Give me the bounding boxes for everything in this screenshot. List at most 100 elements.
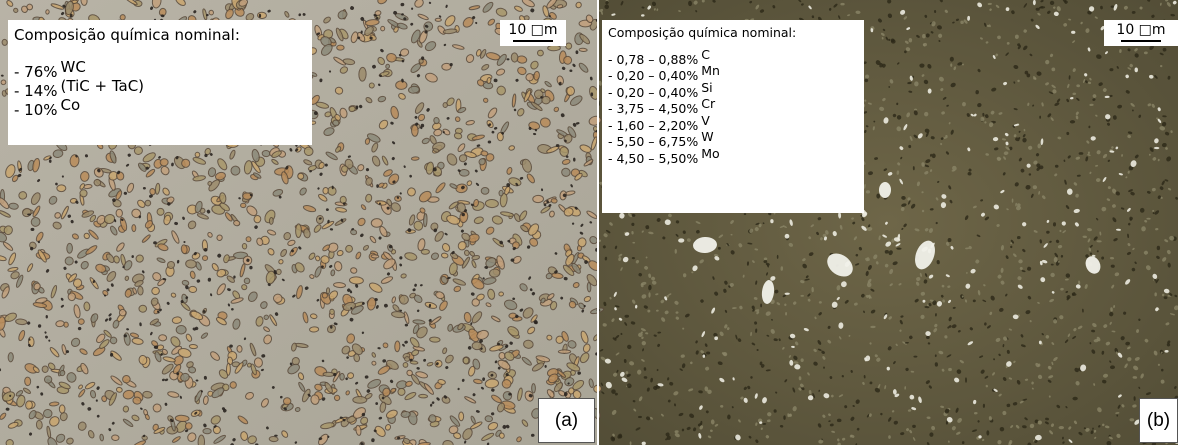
grain [485, 199, 498, 208]
grain [65, 257, 74, 266]
grain [240, 203, 246, 208]
grain [9, 203, 19, 210]
element: Si [701, 80, 712, 95]
grain [488, 140, 491, 143]
amount: - 14% [14, 82, 58, 100]
grain [295, 224, 301, 238]
grain [159, 335, 167, 341]
grain [283, 398, 291, 405]
grain [25, 401, 32, 410]
grain [334, 395, 340, 401]
grain [837, 419, 842, 423]
grain [25, 377, 31, 386]
grain [49, 402, 59, 407]
grain [1132, 109, 1134, 111]
element: C [701, 47, 710, 62]
grain [558, 350, 570, 354]
grain [323, 187, 329, 194]
grain [533, 195, 544, 203]
grain [160, 158, 169, 166]
grain [78, 319, 84, 325]
grain [45, 10, 49, 15]
grain [1022, 222, 1026, 226]
grain [244, 278, 250, 284]
grain [207, 181, 212, 186]
grain [463, 357, 469, 364]
scale-bar: 10 □m [1104, 20, 1178, 46]
element: Mo [701, 146, 719, 161]
grain [185, 259, 196, 268]
grain [377, 200, 387, 205]
amount: - 0,20 – 0,40% [608, 85, 698, 100]
grain [371, 255, 379, 259]
element: (TiC + TaC) [61, 77, 145, 95]
grain [42, 366, 48, 373]
element: Cr [701, 96, 715, 111]
grain [385, 64, 389, 69]
grain [380, 26, 384, 31]
grain [254, 215, 262, 223]
grain [189, 286, 197, 292]
grain [579, 48, 587, 52]
panel-label: (a) [538, 398, 595, 443]
grain [189, 344, 197, 349]
grain [340, 373, 345, 380]
composition-line: - 0,20 – 0,40%Si [608, 85, 858, 102]
grain [350, 229, 357, 235]
grain [537, 50, 544, 57]
composition-line: - 5,50 – 6,75%W [608, 134, 858, 151]
grain [59, 405, 65, 413]
amount: - 0,78 – 0,88% [608, 52, 698, 67]
grain [175, 415, 189, 422]
grain [750, 376, 752, 379]
scale-line [1121, 40, 1161, 42]
grain [183, 241, 185, 243]
grain [511, 53, 518, 62]
grain [485, 415, 493, 422]
amount: - 10% [14, 101, 58, 119]
grain [443, 131, 445, 133]
grain [138, 286, 144, 295]
grain [2, 39, 8, 46]
grain [421, 249, 429, 254]
composition-box: Composição química nominal:- 76%WC- 14%(… [8, 20, 312, 145]
grain [727, 415, 731, 420]
scale-line [513, 40, 553, 42]
grain [185, 422, 193, 430]
grain [353, 396, 367, 403]
grain [499, 190, 503, 196]
grain [567, 87, 575, 96]
grain [67, 243, 73, 253]
composition-title: Composição química nominal: [14, 26, 306, 45]
grain [459, 412, 464, 421]
grain [269, 436, 278, 442]
grain [202, 256, 207, 261]
amount: - 76% [14, 63, 58, 81]
composition-line: - 10%Co [14, 101, 306, 120]
panel-label: (b) [1139, 398, 1178, 443]
grain [322, 293, 328, 299]
grain [396, 81, 407, 90]
grain [423, 214, 427, 227]
composition-line: - 0,78 – 0,88%C [608, 52, 858, 69]
grain [55, 320, 64, 327]
grain [100, 434, 104, 441]
grain [551, 198, 557, 203]
grain [349, 106, 356, 112]
grain [276, 269, 281, 274]
grain [295, 407, 300, 412]
grain [532, 384, 536, 393]
grain [1135, 68, 1138, 73]
grain [323, 372, 334, 376]
grain [411, 157, 419, 161]
grain [242, 243, 247, 249]
grain [257, 12, 266, 19]
grain [340, 196, 347, 204]
grain [347, 372, 354, 379]
composition-line: - 0,20 – 0,40%Mn [608, 68, 858, 85]
grain [226, 363, 230, 375]
grain [395, 341, 400, 352]
grain [132, 225, 136, 232]
grain [403, 362, 409, 368]
grain [329, 309, 334, 315]
